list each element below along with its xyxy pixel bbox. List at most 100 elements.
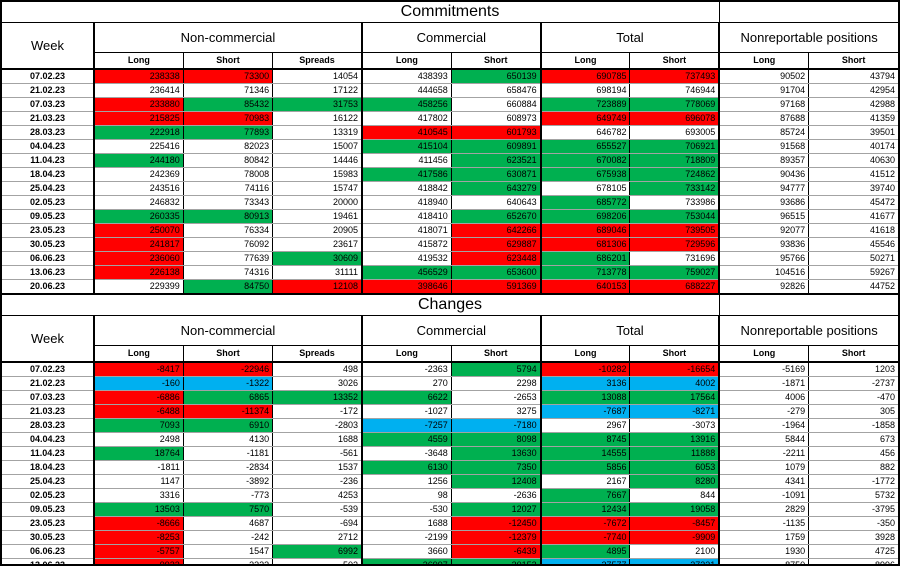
value-cell[interactable]: -1322 — [182, 376, 273, 391]
value-cell[interactable]: 39501 — [808, 125, 898, 140]
value-cell[interactable]: 36997 — [360, 558, 452, 564]
value-cell[interactable]: 82023 — [182, 139, 273, 154]
value-cell[interactable]: 778069 — [629, 97, 720, 112]
value-cell[interactable]: 1688 — [360, 516, 452, 531]
value-cell[interactable]: 693005 — [629, 125, 720, 140]
value-cell[interactable]: 739505 — [629, 223, 720, 238]
week-cell[interactable]: 02.05.23 — [2, 195, 94, 210]
value-cell[interactable]: 17564 — [629, 390, 720, 405]
value-cell[interactable]: 655527 — [539, 139, 630, 154]
value-cell[interactable]: 16122 — [272, 111, 362, 126]
value-cell[interactable]: 39740 — [808, 181, 898, 196]
value-cell[interactable]: -530 — [360, 502, 452, 517]
value-cell[interactable]: 8750 — [718, 558, 809, 564]
column-header[interactable]: Long — [92, 52, 184, 70]
value-cell[interactable]: 91704 — [718, 83, 809, 98]
value-cell[interactable]: 1147 — [92, 474, 184, 489]
value-cell[interactable]: 2829 — [718, 502, 809, 517]
value-cell[interactable]: -22946 — [182, 362, 273, 377]
column-header[interactable]: Spreads — [272, 52, 362, 70]
value-cell[interactable]: 643279 — [450, 181, 541, 196]
value-cell[interactable]: 718809 — [629, 153, 720, 168]
week-cell[interactable]: 21.02.23 — [2, 83, 94, 98]
value-cell[interactable]: -7180 — [450, 418, 541, 433]
value-cell[interactable]: 4725 — [808, 544, 898, 559]
week-cell[interactable]: 21.02.23 — [2, 376, 94, 391]
value-cell[interactable]: 3275 — [450, 404, 541, 419]
column-header[interactable]: Short — [808, 345, 898, 363]
value-cell[interactable]: 73300 — [182, 69, 273, 84]
column-header[interactable]: Short — [450, 345, 541, 363]
value-cell[interactable]: 243516 — [92, 181, 184, 196]
value-cell[interactable]: 1547 — [182, 544, 273, 559]
value-cell[interactable]: 6622 — [360, 390, 452, 405]
value-cell[interactable]: 4895 — [539, 544, 630, 559]
value-cell[interactable]: 652670 — [450, 209, 541, 224]
value-cell[interactable]: -9922 — [92, 558, 184, 564]
week-cell[interactable]: 25.04.23 — [2, 181, 94, 196]
column-header[interactable]: Long — [92, 345, 184, 363]
value-cell[interactable]: 2967 — [539, 418, 630, 433]
value-cell[interactable]: 502 — [272, 558, 362, 564]
column-header[interactable]: Long — [360, 52, 452, 70]
value-cell[interactable]: 93836 — [718, 237, 809, 252]
group-header-commercial[interactable]: Commercial — [360, 315, 541, 346]
value-cell[interactable]: 84750 — [182, 279, 273, 295]
value-cell[interactable]: 733986 — [629, 195, 720, 210]
value-cell[interactable]: 40630 — [808, 153, 898, 168]
value-cell[interactable]: -3892 — [182, 474, 273, 489]
value-cell[interactable]: 4002 — [629, 376, 720, 391]
value-cell[interactable]: -7687 — [539, 404, 630, 419]
value-cell[interactable]: 98 — [360, 488, 452, 503]
week-cell[interactable]: 21.03.23 — [2, 111, 94, 126]
value-cell[interactable]: -16654 — [629, 362, 720, 377]
value-cell[interactable]: 660884 — [450, 97, 541, 112]
value-cell[interactable]: 76092 — [182, 237, 273, 252]
value-cell[interactable]: 7570 — [182, 502, 273, 517]
value-cell[interactable]: 456 — [808, 446, 898, 461]
week-cell[interactable]: 23.05.23 — [2, 223, 94, 238]
group-header-non-commercial[interactable]: Non-commercial — [93, 315, 362, 346]
value-cell[interactable]: 688227 — [629, 279, 720, 295]
value-cell[interactable]: 225416 — [92, 139, 184, 154]
value-cell[interactable]: 15983 — [272, 167, 362, 182]
value-cell[interactable]: 13088 — [539, 390, 630, 405]
value-cell[interactable]: -561 — [272, 446, 362, 461]
value-cell[interactable]: 696078 — [629, 111, 720, 126]
value-cell[interactable]: 77639 — [182, 251, 273, 266]
value-cell[interactable]: 13630 — [450, 446, 541, 461]
value-cell[interactable]: -1027 — [360, 404, 452, 419]
value-cell[interactable]: 13352 — [272, 390, 362, 405]
value-cell[interactable]: -8457 — [629, 516, 720, 531]
value-cell[interactable]: 19461 — [272, 209, 362, 224]
value-cell[interactable]: 729596 — [629, 237, 720, 252]
group-header-total[interactable]: Total — [539, 22, 720, 53]
value-cell[interactable]: 4559 — [360, 432, 452, 447]
value-cell[interactable]: 41677 — [808, 209, 898, 224]
week-cell[interactable]: 04.04.23 — [2, 432, 94, 447]
table-title[interactable]: Commitments — [2, 2, 898, 23]
value-cell[interactable]: 78008 — [182, 167, 273, 182]
value-cell[interactable]: 43794 — [808, 69, 898, 84]
value-cell[interactable]: 418410 — [360, 209, 452, 224]
value-cell[interactable]: 87688 — [718, 111, 809, 126]
value-cell[interactable]: 5856 — [539, 460, 630, 475]
value-cell[interactable]: 609891 — [450, 139, 541, 154]
value-cell[interactable]: 731696 — [629, 251, 720, 266]
value-cell[interactable]: 45472 — [808, 195, 898, 210]
value-cell[interactable]: 7667 — [539, 488, 630, 503]
value-cell[interactable]: 13319 — [272, 125, 362, 140]
value-cell[interactable]: 80842 — [182, 153, 273, 168]
value-cell[interactable]: 11888 — [629, 446, 720, 461]
value-cell[interactable]: -3323 — [182, 558, 273, 564]
value-cell[interactable]: 658476 — [450, 83, 541, 98]
value-cell[interactable]: 1256 — [360, 474, 452, 489]
value-cell[interactable]: 246832 — [92, 195, 184, 210]
column-header[interactable]: Spreads — [272, 345, 362, 363]
column-header[interactable]: Long — [539, 52, 630, 70]
value-cell[interactable]: 7093 — [92, 418, 184, 433]
value-cell[interactable]: 242369 — [92, 167, 184, 182]
value-cell[interactable]: -172 — [272, 404, 362, 419]
value-cell[interactable]: 415104 — [360, 139, 452, 154]
value-cell[interactable]: 13503 — [92, 502, 184, 517]
